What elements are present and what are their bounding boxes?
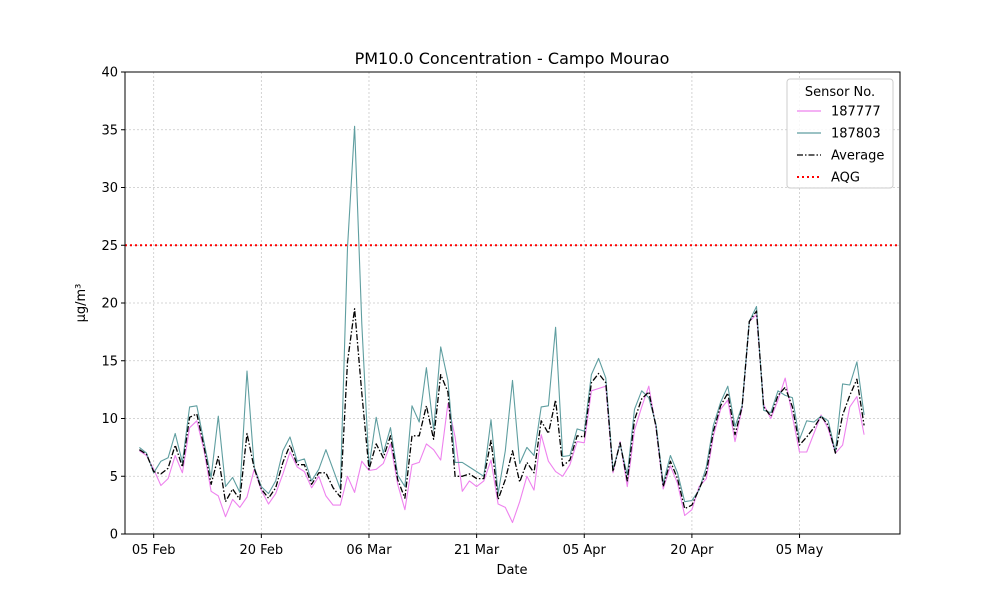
y-axis: 0 5 10 15 20 25 30 35 40 xyxy=(101,66,125,543)
legend-label: 187803 xyxy=(831,127,881,142)
x-tick-label: 05 May xyxy=(776,543,824,558)
legend-label: 187777 xyxy=(831,105,881,120)
series-line-average xyxy=(139,308,865,510)
legend-label: Average xyxy=(831,149,884,164)
y-tick-label: 10 xyxy=(101,412,118,427)
legend-title: Sensor No. xyxy=(805,85,875,100)
y-tick-label: 35 xyxy=(101,123,118,138)
x-tick-label: 05 Apr xyxy=(563,543,607,558)
x-tick-label: 21 Mar xyxy=(454,543,500,558)
y-axis-label: µg/m³ xyxy=(74,284,89,323)
x-axis: 05 Feb 20 Feb 06 Mar 21 Mar 05 Apr 20 Apr 05 M… xyxy=(132,534,824,558)
y-tick-label: 25 xyxy=(101,239,118,254)
chart-title: PM10.0 Concentration - Campo Mourao xyxy=(355,49,670,68)
y-tick-label: 40 xyxy=(101,66,118,81)
series-lines xyxy=(139,125,865,524)
x-axis-label: Date xyxy=(496,563,527,578)
legend-box xyxy=(786,78,894,189)
x-tick-label: 05 Feb xyxy=(132,543,176,558)
legend-label: AQG xyxy=(831,171,860,186)
y-tick-label: 30 xyxy=(101,181,118,196)
legend: Sensor No. 187777 187803 Average AQG xyxy=(786,78,894,189)
y-tick-label: 5 xyxy=(110,470,118,485)
x-tick-label: 20 Apr xyxy=(670,543,714,558)
legend-entries: 187777 187803 Average AQG xyxy=(797,105,884,186)
y-tick-label: 0 xyxy=(110,528,118,543)
y-tick-label: 20 xyxy=(101,297,118,312)
x-tick-label: 06 Mar xyxy=(346,543,392,558)
x-tick-label: 20 Feb xyxy=(239,543,283,558)
y-tick-label: 15 xyxy=(101,354,118,369)
